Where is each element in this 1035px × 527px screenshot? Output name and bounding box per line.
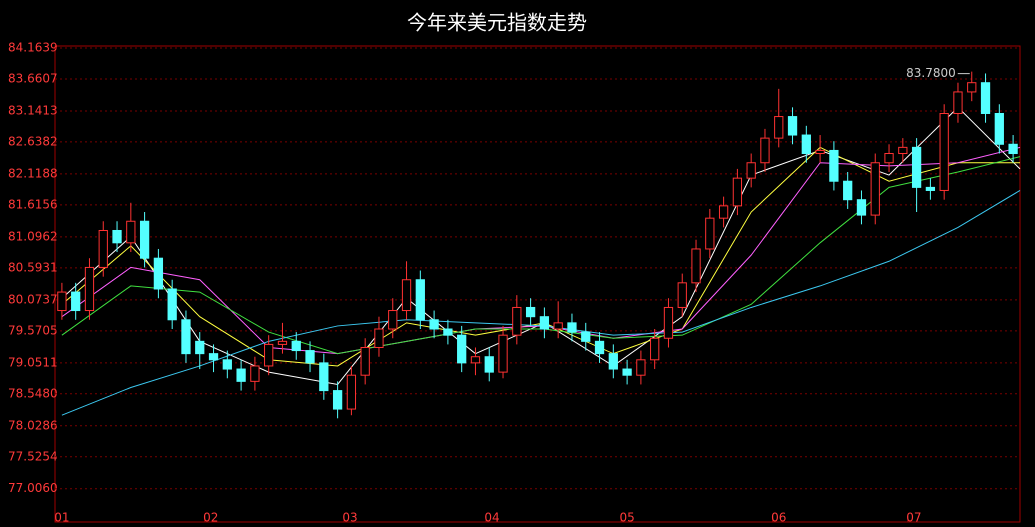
y-tick-label: 78.0286 [8,418,58,432]
candle-body [718,205,729,219]
candle-body [650,337,660,361]
candle-body [222,359,232,370]
candle-body [415,279,425,321]
y-tick-label: 77.0060 [8,481,58,495]
candle-body [250,365,260,382]
candle-body [264,343,274,367]
x-tick-label: 01 [54,511,69,525]
moving-average-line [61,190,1021,416]
y-tick-label: 82.1188 [8,166,58,180]
candle-body [581,331,591,342]
candle-body [691,248,701,284]
candle-body [112,229,122,244]
candle-body [236,368,246,382]
candle-body [856,199,867,216]
candle-body [401,279,412,312]
candle-body [429,319,439,330]
candle-body [360,346,370,376]
candle-body [567,322,577,333]
candle-body [801,134,811,155]
y-tick-label: 77.5254 [8,449,58,463]
candle-body [870,162,880,216]
candle-body [443,328,453,336]
candle-body [636,359,646,376]
candle-body [98,229,108,268]
y-tick-label: 83.6607 [8,71,58,85]
candle-body [815,149,825,155]
candle-body [884,153,894,164]
candle-body [457,334,467,364]
x-tick-label: 05 [619,511,634,525]
candle-body [484,356,494,373]
x-tick-label: 02 [203,511,218,525]
candle-body [512,306,522,336]
candle-body [195,340,205,355]
moving-average-line [61,106,1021,385]
candle-body [994,112,1004,145]
candle-body [663,306,674,339]
max-label: 83.7800 [906,66,956,80]
candle-body [774,116,784,139]
candle-body [470,356,481,364]
candle-body [57,291,67,312]
candle-body [746,162,756,179]
y-tick-label: 84.1639 [8,40,58,54]
candle-body [374,328,384,348]
y-tick-label: 82.6382 [8,134,58,148]
y-tick-label: 80.5931 [8,260,58,274]
candle-body [967,82,977,93]
x-tick-label: 03 [342,511,357,525]
candle-body [208,353,219,361]
plot-frame [54,45,1021,523]
candle-body [71,291,81,312]
x-tick-label: 06 [771,511,786,525]
candle-body [787,116,798,136]
candle-body [953,91,963,114]
candle-body [305,350,315,364]
candle-body [388,310,398,330]
chart-title: 今年来美元指数走势 [407,11,587,35]
y-tick-label: 79.5705 [8,323,58,337]
candle-body [525,306,536,318]
candle-body [622,368,632,376]
candle-body [126,220,136,244]
candle-body [980,82,991,114]
y-tick-label: 79.0511 [8,355,58,369]
candle-body [939,112,949,191]
candle-body [498,334,508,373]
y-tick-label: 83.1413 [8,103,58,117]
candle-body [553,322,563,330]
x-tick-label: 07 [906,511,921,525]
candle-body [139,220,150,259]
candle-body [843,180,853,201]
candle-body [346,374,357,410]
candle-body [705,217,715,250]
candle-body [181,319,191,355]
candle-body [829,149,839,182]
candle-body [167,288,177,321]
x-tick-label: 04 [484,511,499,525]
y-tick-label: 81.6156 [8,197,58,211]
candle-body [594,340,605,355]
y-tick-label: 80.0737 [8,292,58,306]
candle-body [291,340,301,352]
candle-body [732,177,743,207]
candle-body [332,390,343,410]
candle-body [539,316,550,330]
candle-body [760,137,770,164]
y-tick-label: 78.5480 [8,386,58,400]
candle-body [153,257,164,290]
candle-body [898,146,908,155]
candle-body [1008,143,1018,155]
y-tick-label: 81.0962 [8,229,58,243]
candle-body [84,266,95,312]
candle-body [277,340,288,345]
candle-body [677,282,687,308]
candle-body [608,353,618,370]
candle-body [319,362,329,392]
candle-body [911,146,922,188]
candle-body [925,186,936,191]
